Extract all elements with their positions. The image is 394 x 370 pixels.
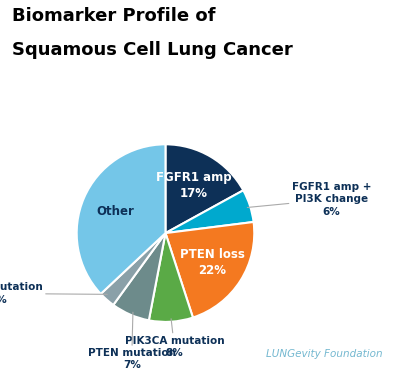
Text: FGFR1 amp +
PI3K change
6%: FGFR1 amp + PI3K change 6% bbox=[247, 182, 371, 217]
Text: FGFR1 amp
17%: FGFR1 amp 17% bbox=[156, 171, 231, 200]
Text: PIK3CA mutation
8%: PIK3CA mutation 8% bbox=[125, 319, 224, 358]
Text: Other: Other bbox=[96, 205, 134, 218]
Text: PTEN loss
22%: PTEN loss 22% bbox=[180, 248, 244, 277]
Text: Squamous Cell Lung Cancer: Squamous Cell Lung Cancer bbox=[12, 41, 293, 59]
Wedge shape bbox=[77, 144, 165, 294]
Text: DDR2 mutation
3%: DDR2 mutation 3% bbox=[0, 282, 107, 305]
Text: Biomarker Profile of: Biomarker Profile of bbox=[12, 7, 215, 26]
Wedge shape bbox=[165, 222, 254, 317]
Wedge shape bbox=[165, 190, 254, 233]
Wedge shape bbox=[165, 144, 243, 233]
Wedge shape bbox=[149, 233, 193, 322]
Wedge shape bbox=[101, 233, 165, 305]
Text: LUNGevity Foundation: LUNGevity Foundation bbox=[266, 349, 382, 359]
Wedge shape bbox=[113, 233, 165, 320]
Text: PTEN mutation
7%: PTEN mutation 7% bbox=[88, 312, 176, 370]
